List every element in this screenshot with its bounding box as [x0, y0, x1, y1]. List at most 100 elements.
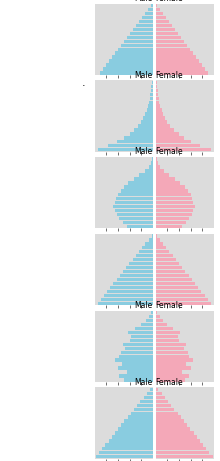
Bar	[150, 388, 153, 391]
Bar	[156, 388, 158, 391]
Bar	[115, 52, 153, 55]
Bar	[118, 366, 153, 370]
Bar	[139, 173, 153, 177]
Bar	[156, 350, 188, 354]
Bar	[119, 355, 153, 358]
Bar	[130, 132, 153, 136]
Bar	[156, 81, 157, 84]
Bar	[156, 213, 192, 216]
Bar	[156, 4, 157, 7]
Bar	[105, 443, 153, 447]
Bar	[102, 447, 153, 450]
Bar	[136, 254, 153, 257]
Bar	[124, 136, 153, 140]
Bar	[148, 238, 153, 242]
Bar	[134, 128, 153, 131]
Bar	[156, 124, 170, 128]
Bar	[150, 161, 153, 165]
Bar	[118, 47, 153, 51]
Bar	[131, 412, 153, 415]
Bar	[149, 100, 153, 104]
Bar	[122, 362, 153, 366]
Text: Female: Female	[156, 378, 183, 387]
Bar	[156, 242, 163, 246]
Bar	[156, 181, 180, 184]
Bar	[151, 4, 153, 7]
Bar	[114, 282, 153, 285]
Bar	[156, 8, 160, 12]
Bar	[104, 294, 153, 297]
Bar	[156, 201, 193, 204]
Bar	[138, 124, 153, 128]
Bar	[124, 40, 153, 43]
Bar	[156, 355, 189, 358]
Bar	[124, 378, 153, 382]
Bar	[156, 16, 166, 19]
Bar	[156, 362, 186, 366]
Bar	[156, 112, 163, 116]
Bar	[131, 335, 153, 338]
Text: Female: Female	[156, 148, 183, 156]
Bar	[156, 169, 164, 173]
Bar	[156, 28, 175, 31]
Bar	[146, 319, 153, 322]
Bar	[156, 270, 185, 273]
Bar	[156, 165, 160, 169]
Bar	[117, 140, 153, 143]
Bar	[152, 158, 153, 161]
Bar	[156, 205, 195, 208]
Bar	[156, 423, 187, 427]
Bar	[109, 59, 153, 63]
Bar	[149, 315, 153, 319]
Bar	[103, 67, 153, 71]
Bar	[139, 250, 153, 254]
Bar	[156, 225, 182, 228]
Bar	[156, 217, 189, 220]
Bar	[123, 343, 153, 346]
Bar	[156, 315, 160, 319]
Text: Male: Male	[135, 378, 153, 387]
Bar	[156, 412, 178, 415]
Bar	[156, 435, 197, 438]
Text: Male: Male	[135, 148, 153, 156]
Bar	[156, 258, 176, 261]
Bar	[117, 213, 153, 216]
Bar	[156, 347, 183, 350]
Bar	[117, 278, 153, 281]
Bar	[108, 144, 153, 148]
Bar	[156, 451, 209, 455]
Bar	[150, 93, 153, 96]
Bar	[156, 144, 200, 148]
Text: Female: Female	[156, 71, 183, 80]
Bar	[156, 262, 179, 266]
Bar	[156, 311, 157, 314]
Bar	[156, 140, 191, 143]
Bar	[130, 339, 153, 342]
Bar	[115, 359, 153, 362]
Bar	[134, 177, 153, 181]
Bar	[156, 403, 171, 407]
Bar	[156, 177, 175, 181]
Bar	[140, 400, 153, 403]
Bar	[101, 297, 153, 301]
Bar	[156, 128, 174, 131]
Bar	[118, 193, 153, 196]
Bar	[112, 435, 153, 438]
Bar	[156, 246, 166, 249]
Bar	[127, 225, 153, 228]
Bar	[119, 374, 153, 378]
Bar	[156, 108, 162, 112]
Bar	[156, 148, 211, 151]
Bar	[156, 366, 191, 370]
Bar	[156, 297, 208, 301]
Bar	[110, 286, 153, 289]
Bar	[100, 71, 153, 75]
Bar	[156, 221, 186, 224]
Bar	[150, 96, 153, 100]
Bar	[156, 408, 174, 411]
Bar	[123, 270, 153, 273]
Bar	[156, 85, 157, 88]
Bar	[156, 378, 185, 382]
Bar	[156, 161, 158, 165]
Bar	[156, 396, 165, 399]
